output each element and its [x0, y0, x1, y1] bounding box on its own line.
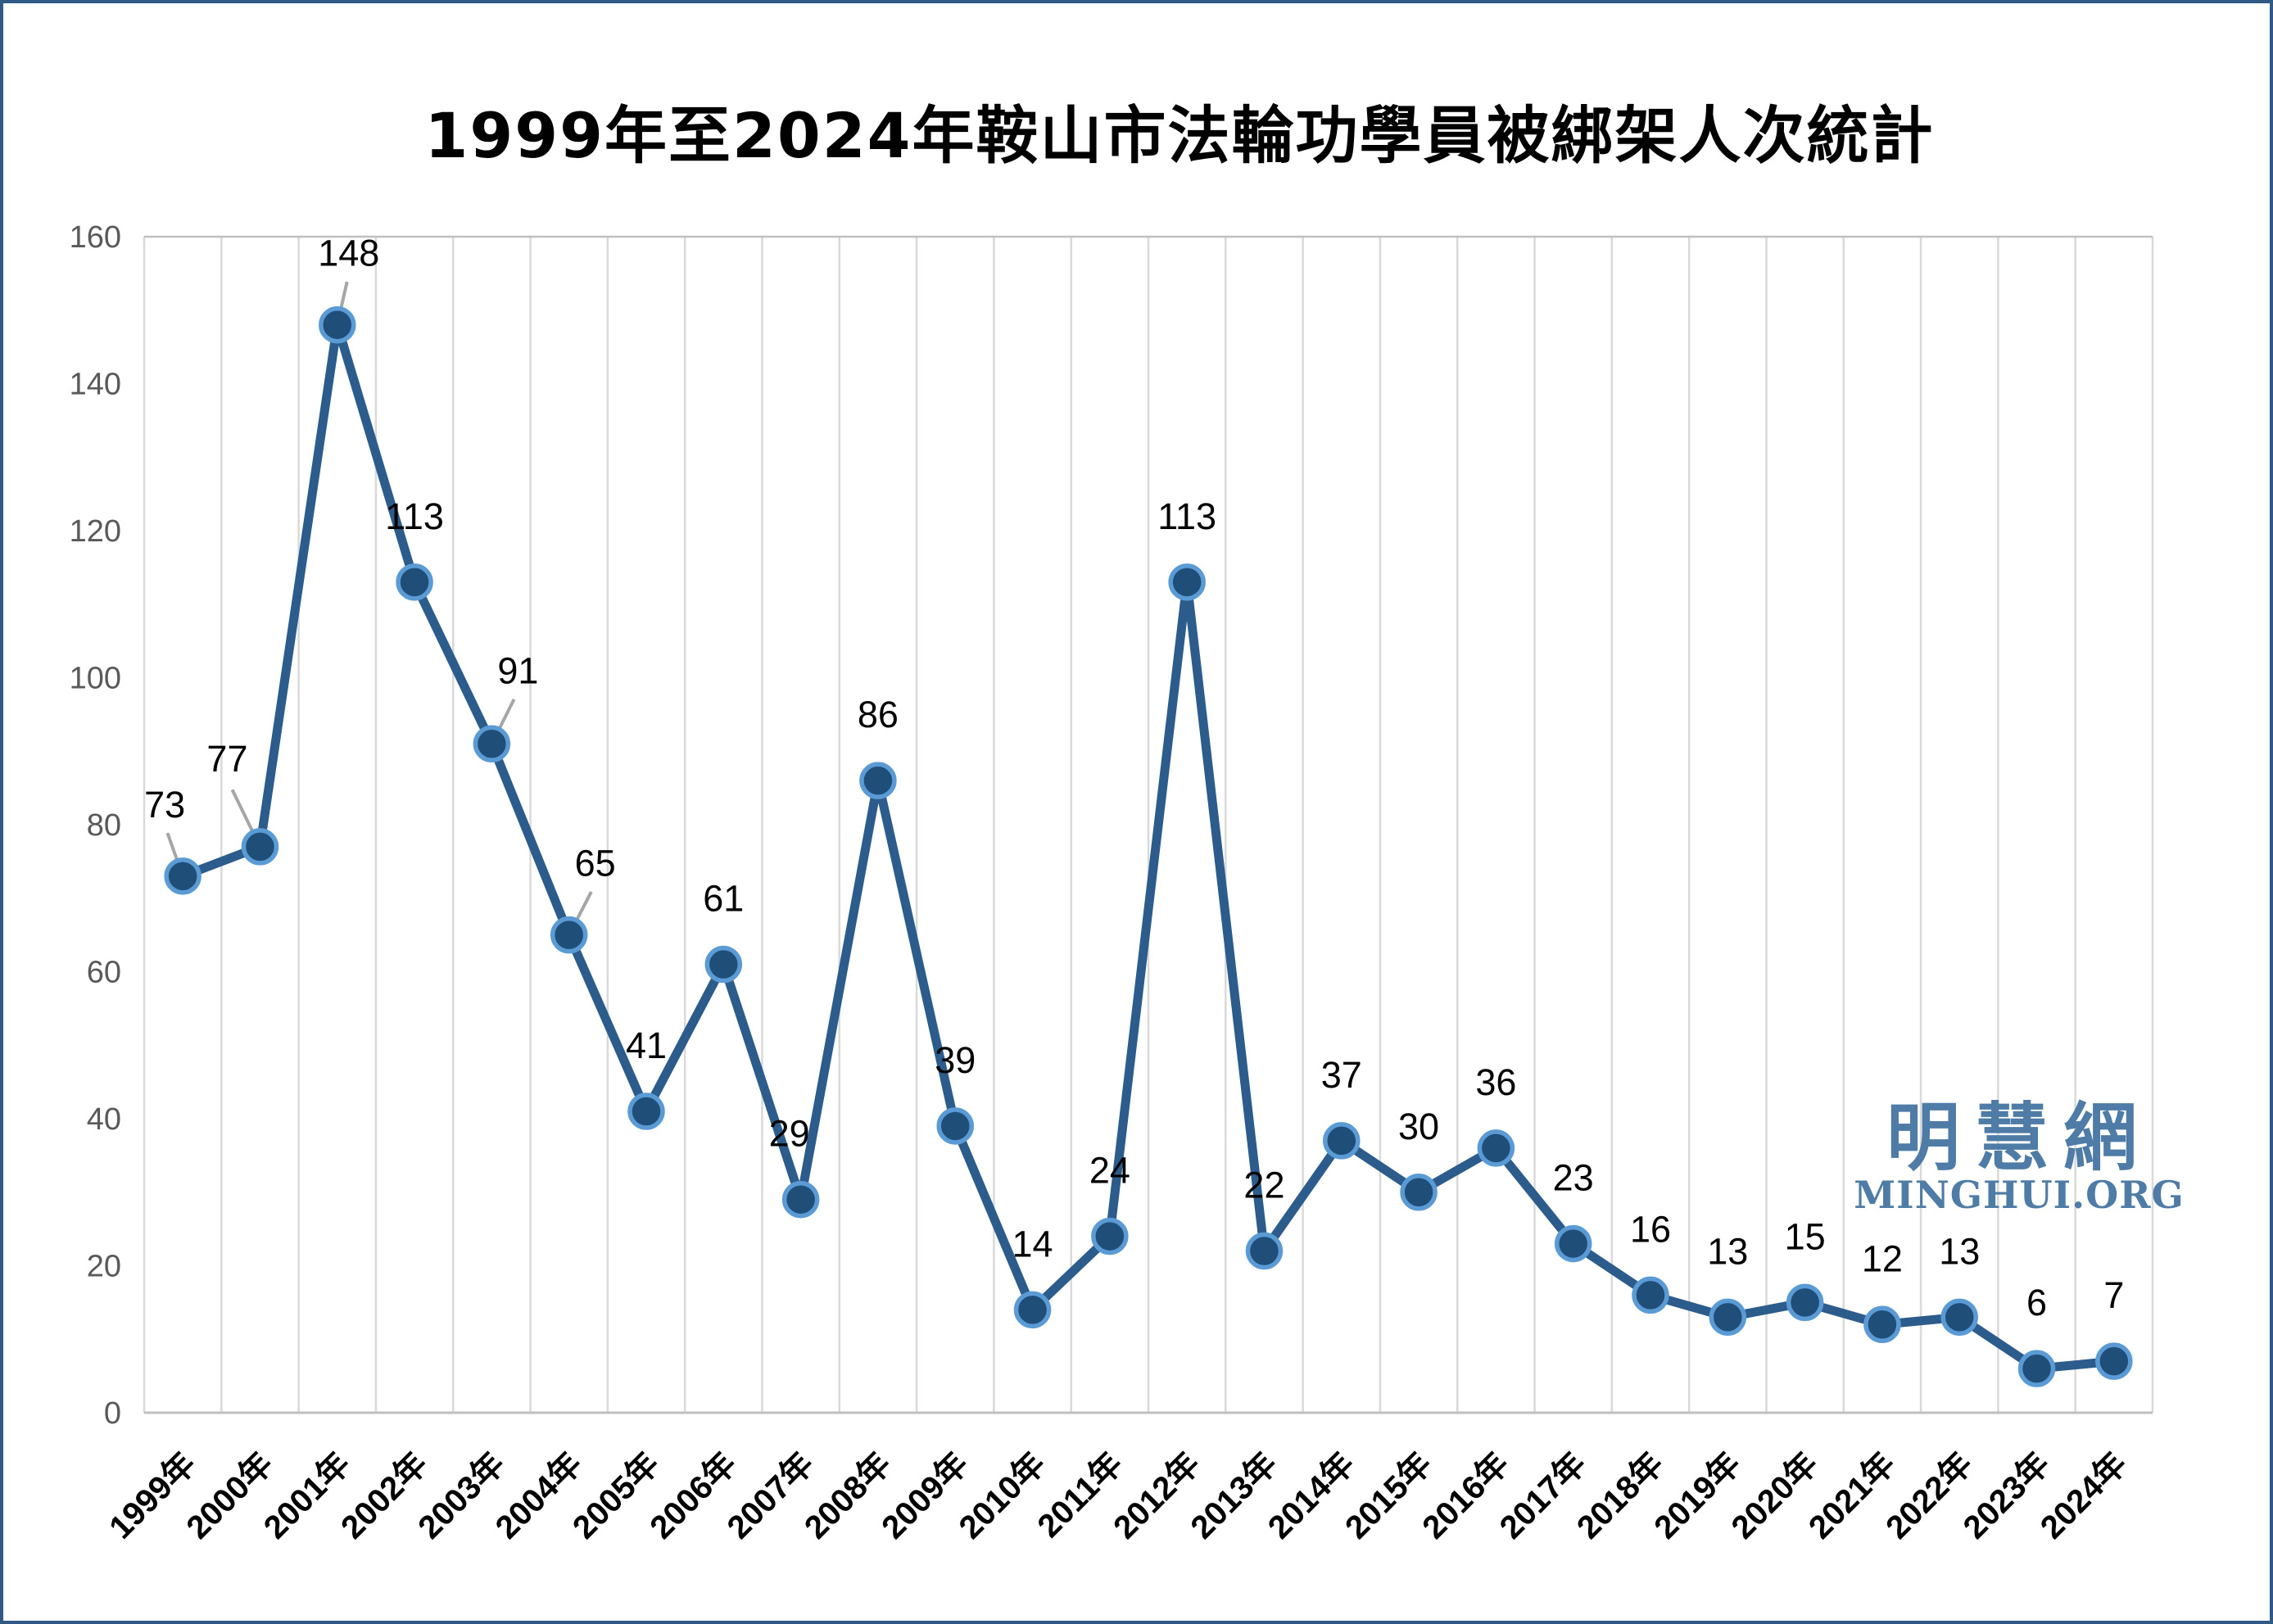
data-point-marker: [1709, 1298, 1747, 1337]
data-point-marker: [859, 762, 897, 799]
data-label: 37: [1321, 1054, 1362, 1096]
y-tick-label: 80: [87, 808, 121, 843]
data-label: 22: [1243, 1165, 1284, 1206]
data-label: 15: [1785, 1215, 1826, 1257]
data-point-marker: [1554, 1224, 1592, 1263]
y-tick-label: 120: [70, 514, 121, 549]
gridlines-layer: [143, 235, 2154, 1414]
leader-line: [230, 789, 256, 836]
data-label: 77: [206, 738, 247, 780]
y-tick-label: 40: [87, 1102, 121, 1137]
data-point-marker: [473, 725, 511, 763]
data-point-marker: [1400, 1174, 1438, 1211]
data-label: 29: [769, 1113, 810, 1155]
data-label: 65: [575, 843, 616, 884]
y-tick-label: 160: [70, 220, 121, 255]
data-point-marker: [1940, 1298, 1978, 1337]
data-label: 14: [1012, 1223, 1053, 1264]
data-label: 12: [1862, 1237, 1903, 1279]
minghui-watermark: 明慧網 MINGHUI.ORG: [1854, 1095, 2184, 1217]
data-label: 24: [1089, 1150, 1130, 1192]
data-label: 13: [1707, 1230, 1748, 1272]
data-point-marker: [1091, 1217, 1129, 1255]
data-point-marker: [1477, 1129, 1515, 1167]
data-label: 61: [703, 878, 744, 920]
data-label: 23: [1553, 1157, 1594, 1199]
chart-title: 1999年至2024年鞍山市法輪功學員被綁架人次統計: [424, 99, 1934, 172]
data-point-marker: [1786, 1283, 1824, 1322]
data-label: 148: [318, 233, 379, 274]
y-tick-label: 0: [104, 1396, 121, 1431]
data-point-marker: [1245, 1232, 1284, 1270]
data-point-marker: [550, 916, 588, 954]
data-point-marker: [241, 828, 279, 866]
data-point-marker: [627, 1092, 665, 1130]
y-tick-label: 100: [70, 662, 121, 696]
data-point-marker: [1323, 1122, 1361, 1160]
data-label: 41: [626, 1025, 667, 1066]
data-point-marker: [2095, 1342, 2133, 1380]
data-point-marker: [164, 857, 201, 895]
y-tick-label: 60: [87, 956, 121, 990]
data-label: 30: [1398, 1106, 1439, 1147]
data-point-marker: [1632, 1276, 1669, 1314]
data-point-marker: [704, 945, 743, 984]
data-label: 86: [858, 694, 899, 735]
data-point-marker: [936, 1107, 974, 1145]
data-point-marker: [1168, 563, 1206, 601]
data-label: 91: [497, 649, 538, 691]
y-tick-label: 20: [87, 1250, 121, 1284]
data-point-marker: [781, 1180, 820, 1219]
watermark-latin-text: MINGHUI.ORG: [1854, 1173, 2184, 1217]
data-label: 113: [1157, 495, 1216, 537]
data-point-marker: [396, 563, 433, 601]
data-label: 16: [1630, 1208, 1671, 1250]
watermark-cjk-text: 明慧網: [1886, 1095, 2152, 1181]
data-label: 73: [144, 784, 185, 826]
data-label: 7: [2103, 1274, 2124, 1316]
data-label: 6: [2026, 1282, 2047, 1323]
data-label: 13: [1939, 1230, 1980, 1272]
data-label: 113: [385, 495, 444, 537]
data-label: 39: [935, 1039, 976, 1081]
data-label: 36: [1475, 1061, 1516, 1103]
data-point-marker: [1863, 1305, 1901, 1344]
data-point-marker: [2017, 1350, 2056, 1387]
y-tick-label: 140: [70, 368, 121, 402]
data-point-marker: [319, 305, 356, 344]
data-point-marker: [1013, 1291, 1052, 1329]
series-layer: [164, 281, 2133, 1387]
